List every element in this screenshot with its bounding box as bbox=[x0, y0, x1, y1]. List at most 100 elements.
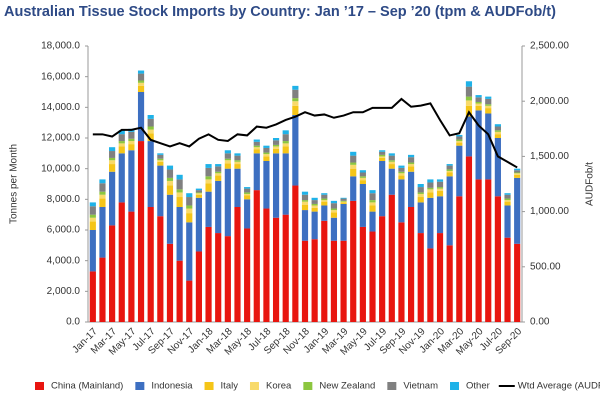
bar-segment bbox=[340, 202, 347, 204]
bar-segment bbox=[301, 210, 309, 241]
bar-segment bbox=[427, 182, 434, 188]
y2-tick-label: 2,500.00 bbox=[530, 41, 569, 52]
bar-segment bbox=[272, 138, 280, 141]
bar-segment bbox=[292, 115, 299, 186]
bar-segment bbox=[514, 243, 521, 322]
bar-segment bbox=[369, 202, 376, 206]
bar-segment bbox=[195, 190, 202, 193]
bar-segment bbox=[89, 217, 96, 222]
legend-marker bbox=[249, 382, 259, 390]
bar-segment bbox=[504, 193, 511, 195]
bar-segment bbox=[176, 189, 183, 193]
bar-segment bbox=[244, 188, 251, 193]
bar-segment bbox=[118, 202, 125, 322]
bar-segment bbox=[157, 158, 164, 161]
bar-segment bbox=[456, 196, 463, 322]
bar-segment bbox=[369, 205, 376, 212]
bar-segment bbox=[475, 179, 482, 322]
bar-segment bbox=[514, 172, 521, 174]
bar-segment bbox=[359, 184, 366, 227]
bar-segment bbox=[215, 173, 222, 176]
bar-segment bbox=[475, 103, 482, 106]
bar-segment bbox=[166, 180, 174, 186]
bar-segment bbox=[485, 179, 492, 322]
bar-segment bbox=[350, 151, 357, 156]
bar-segment bbox=[485, 108, 492, 114]
bar-segment bbox=[224, 158, 231, 161]
bar-segment bbox=[436, 181, 444, 188]
bar-segment bbox=[408, 166, 415, 172]
bar-segment bbox=[417, 193, 424, 198]
y-tick-label: 2,000.0 bbox=[47, 286, 81, 297]
legend-marker bbox=[303, 382, 313, 390]
legend-marker bbox=[450, 382, 460, 390]
bar-segment bbox=[417, 197, 424, 203]
bar-segment bbox=[465, 96, 473, 101]
bar-segment bbox=[379, 150, 386, 152]
bar-segment bbox=[359, 176, 366, 178]
bar-segment bbox=[99, 257, 106, 322]
bar-segment bbox=[514, 173, 521, 175]
y2-tick-label: 1,500.00 bbox=[530, 151, 569, 162]
bar-segment bbox=[330, 212, 338, 218]
bar-segment bbox=[350, 155, 357, 163]
bar-segment bbox=[340, 198, 347, 201]
bar-segment bbox=[234, 153, 241, 156]
bar-segment bbox=[388, 164, 395, 169]
bar-segment bbox=[436, 190, 444, 197]
bar-segment bbox=[176, 207, 183, 261]
bar-segment bbox=[446, 169, 453, 171]
bar-segment bbox=[147, 141, 154, 207]
bar-segment bbox=[282, 134, 289, 142]
bar-segment bbox=[446, 164, 453, 166]
bar-segment bbox=[195, 251, 202, 322]
bar-segment bbox=[456, 134, 463, 137]
bar-segment bbox=[301, 194, 309, 201]
bar-segment bbox=[350, 168, 357, 177]
bar-segment bbox=[292, 89, 299, 99]
bar-segment bbox=[253, 145, 260, 148]
bar-segment bbox=[147, 129, 154, 134]
bar-segment bbox=[186, 208, 193, 214]
bar-segment bbox=[408, 154, 415, 158]
bar-segment bbox=[408, 164, 415, 167]
bar-segment bbox=[99, 183, 106, 192]
bar-segment bbox=[330, 203, 338, 209]
bar-segment bbox=[465, 81, 473, 87]
bar-segment bbox=[321, 200, 328, 202]
bar-segment bbox=[176, 260, 183, 322]
bar-segment bbox=[272, 144, 280, 147]
bar-segment bbox=[436, 188, 444, 191]
bar-segment bbox=[494, 138, 501, 197]
bar-segment bbox=[494, 134, 501, 138]
bar-segment bbox=[485, 104, 492, 106]
bar-segment bbox=[272, 146, 280, 149]
legend-marker bbox=[35, 382, 44, 390]
bar-segment bbox=[109, 164, 116, 172]
bar-segment bbox=[253, 149, 260, 154]
bar-segment bbox=[456, 139, 463, 142]
bar-segment bbox=[205, 226, 212, 322]
bar-segment bbox=[350, 176, 357, 201]
bar-segment bbox=[398, 167, 405, 172]
bar-segment bbox=[166, 185, 174, 195]
bar-segment bbox=[350, 162, 357, 165]
bar-segment bbox=[321, 194, 328, 199]
bar-segment bbox=[359, 180, 366, 184]
bar-segment bbox=[321, 193, 328, 195]
bar-segment bbox=[388, 161, 395, 165]
bar-segment bbox=[263, 147, 270, 153]
bar-segment bbox=[205, 179, 212, 184]
bar-segment bbox=[99, 179, 106, 184]
bar-segment bbox=[99, 191, 106, 195]
bar-segment bbox=[215, 166, 222, 172]
bar-segment bbox=[379, 216, 386, 322]
bar-segment bbox=[128, 141, 135, 145]
bar-segment bbox=[147, 115, 154, 119]
y-tick-label: 8,000.0 bbox=[47, 194, 81, 205]
bar-segment bbox=[436, 233, 444, 322]
bar-segment bbox=[379, 156, 386, 158]
bar-segment bbox=[330, 217, 338, 241]
bar-segment bbox=[176, 179, 183, 190]
